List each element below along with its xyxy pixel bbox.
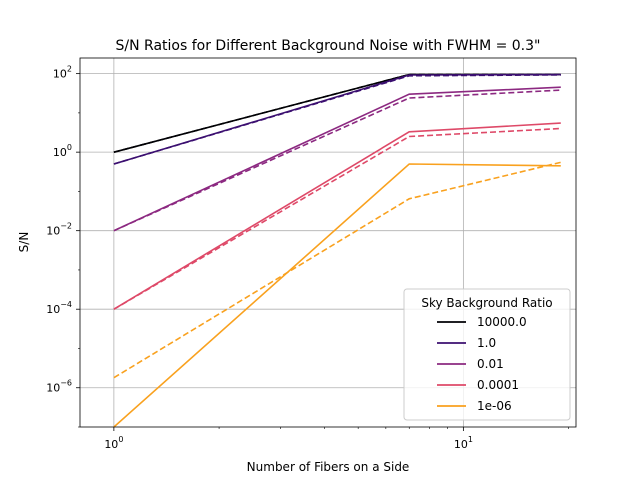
series-line-dashed bbox=[113, 73, 561, 153]
tick-marks bbox=[76, 73, 569, 431]
legend-label: 1e-06 bbox=[477, 399, 512, 413]
x-tick-label: 100 bbox=[104, 435, 123, 451]
y-tick-label: 10−2 bbox=[46, 222, 72, 238]
series-line-solid bbox=[113, 86, 561, 232]
series-line-solid bbox=[113, 73, 561, 165]
y-tick-label: 100 bbox=[53, 143, 72, 159]
y-tick-label: 10−4 bbox=[46, 300, 72, 316]
chart-title: S/N Ratios for Different Background Nois… bbox=[116, 38, 541, 54]
series-line-solid bbox=[113, 122, 561, 310]
legend: Sky Background Ratio 10000.0 1.0 0.01 0.000… bbox=[403, 288, 571, 421]
series-line-dashed bbox=[113, 89, 561, 232]
y-tick-label: 102 bbox=[53, 65, 72, 81]
y-tick-label: 10−6 bbox=[46, 379, 72, 395]
legend-label: 10000.0 bbox=[477, 315, 527, 329]
y-axis-label: S/N bbox=[17, 232, 31, 253]
series-line-dashed bbox=[113, 161, 561, 379]
y-tick-labels: 10−6 10−4 10−2 100 102 bbox=[46, 65, 72, 395]
grid bbox=[80, 58, 576, 427]
legend-label: 0.01 bbox=[477, 357, 504, 371]
legend-label: 0.0001 bbox=[477, 378, 519, 392]
series-line-solid bbox=[113, 163, 561, 428]
x-tick-label: 101 bbox=[454, 435, 473, 451]
x-tick-labels: 100 101 bbox=[104, 435, 473, 451]
plot-frame bbox=[79, 57, 577, 428]
series-line-dashed bbox=[113, 127, 561, 310]
legend-label: 1.0 bbox=[477, 336, 496, 350]
plot-series bbox=[113, 73, 561, 428]
series-line-solid bbox=[113, 73, 561, 153]
legend-title: Sky Background Ratio bbox=[421, 296, 552, 310]
x-axis-label: Number of Fibers on a Side bbox=[247, 460, 410, 474]
legend-items: 10000.0 1.0 0.01 0.0001 1e-06 bbox=[437, 315, 527, 413]
series-line-dashed bbox=[113, 74, 561, 165]
